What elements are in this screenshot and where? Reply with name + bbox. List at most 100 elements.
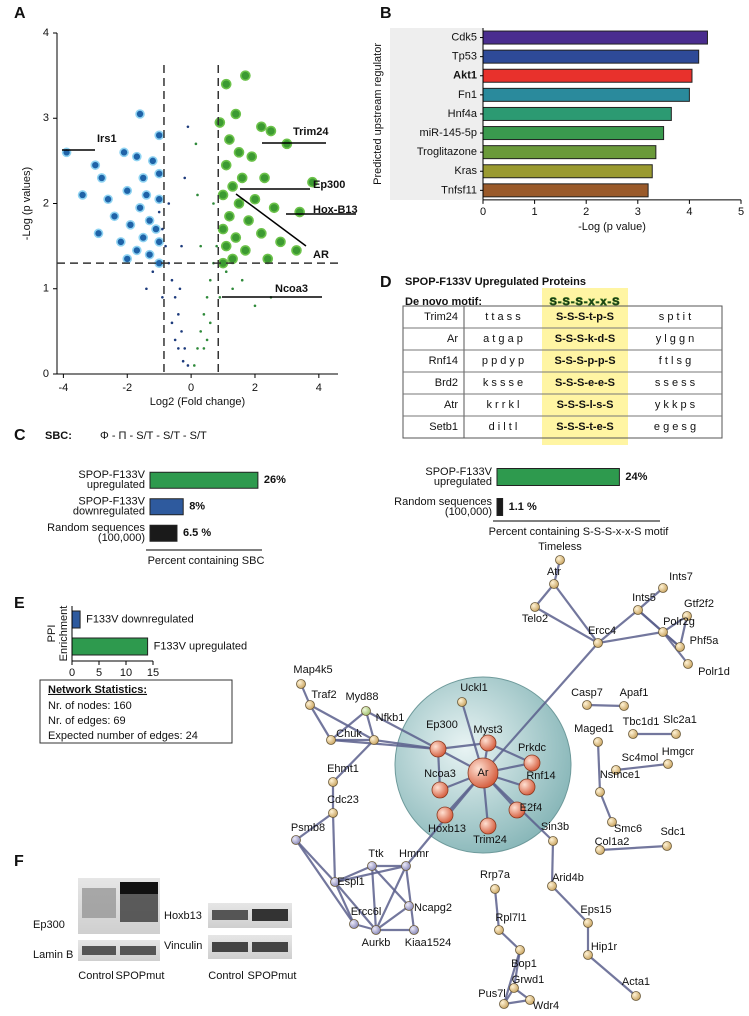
network-edge [330,738,439,751]
network-node [436,806,454,824]
label-background [390,28,483,200]
data-point [224,270,228,274]
network-node [658,583,668,593]
network-node [662,841,672,851]
western-blots [78,878,292,961]
y-tick-label: 0 [43,368,49,380]
table-cell: y l g g n [656,333,695,345]
data-point [186,364,190,367]
data-point [125,220,136,230]
table-cell: d i l t l [489,421,518,433]
y-axis-label: Enrichment [58,606,70,662]
network-node [518,778,536,796]
annotation: Ncoa3 [275,283,308,295]
data-point [220,159,232,171]
node-label: Ehmt1 [327,763,359,775]
data-point [90,160,101,170]
node-label: Hoxb13 [428,823,466,835]
network-edge [534,583,555,608]
data-point [240,245,251,256]
data-point [220,78,232,90]
data-point [233,147,245,158]
data-point [196,347,199,350]
data-point [96,173,107,183]
category-label: upregulated [87,479,145,491]
x-axis-label: -Log (p value) [578,221,646,233]
x-tick-label: 3 [635,206,641,218]
node-label: Acta1 [622,976,650,988]
network-edge [550,840,555,887]
network-node [330,877,340,887]
node-label: Pus7l [478,988,506,1000]
y-tick-label: 1 [43,283,49,295]
network-node [328,808,338,818]
node-label: Tbc1d1 [623,716,660,728]
network-node [367,861,377,871]
data-point [145,287,148,291]
node-label: Rrp7a [480,869,511,881]
data-point [173,338,177,342]
network-node [328,777,338,787]
data-point [236,172,248,184]
data-point [259,172,270,184]
network-node [682,611,692,621]
network-node [523,754,541,772]
data-point [154,168,164,179]
network-node [509,983,519,993]
data-point [132,245,142,256]
node-label: Hmmr [399,848,429,860]
network-node [675,642,685,652]
x-axis-label: Percent containing SBC [148,555,265,567]
table-cell: p p d y p [482,355,524,367]
annotation: Trim24 [293,126,329,138]
network-edge [493,888,501,931]
data-point [167,202,171,205]
data-point [93,228,104,239]
network-node [583,918,593,928]
data-point [183,176,187,180]
panel-label: F [14,853,24,870]
node-label: Ttk [368,848,384,860]
table-cell: S-S-S-l-s-S [557,399,614,411]
bar [71,610,81,629]
data-point [217,223,229,235]
network-node [429,740,447,758]
annotation: Irs1 [97,133,117,145]
stats-title: Network Statistics: [48,684,147,696]
node-label: Hmgcr [662,746,695,758]
data-point [154,194,164,205]
network-edge [482,642,599,774]
table-cell: Ar [447,333,458,345]
data-point [181,359,185,363]
network-edge [553,583,599,644]
x-tick-label: 15 [147,667,159,679]
network-node [549,579,559,589]
node-label: Ep300 [426,719,458,731]
data-point [161,295,164,299]
node-label: Hip1r [591,941,618,953]
data-point [157,210,161,214]
network-node [663,759,673,769]
x-tick-label: 0 [480,206,486,218]
network-edge [599,844,668,852]
x-tick-label: -4 [58,382,68,394]
network-edge [334,864,373,884]
network-node [499,999,509,1009]
x-tick-label: 2 [583,206,589,218]
data-point [291,245,302,256]
data-point [202,347,206,350]
panel-label: A [14,5,26,22]
network-edge [375,905,410,931]
y-tick-label: 4 [43,27,49,39]
network-edge [598,791,614,823]
network-node [404,901,414,911]
category-label: Cdk5 [451,31,477,43]
data-point [205,338,209,342]
network-node [530,602,540,612]
node-label: Arid4b [552,872,584,884]
table-cell: t t a s s [485,311,521,323]
node-label: Apaf1 [620,687,649,699]
network-node [349,919,359,929]
bar [482,68,693,83]
network-edge [615,762,669,772]
